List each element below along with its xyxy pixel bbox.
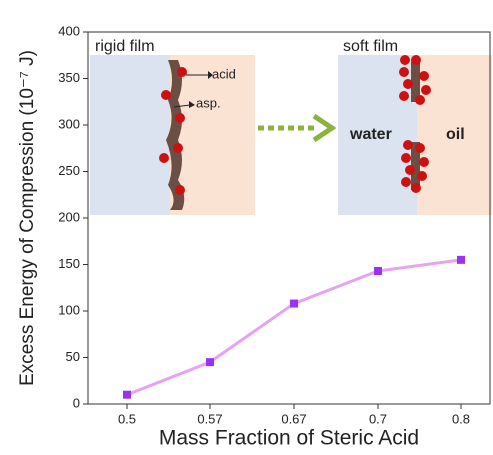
inset-label: water [349,126,392,143]
data-point [374,267,382,275]
y-tick-label: 150 [58,256,80,271]
soft-film-inset: soft film water oil [338,38,492,215]
y-tick-label: 400 [58,23,80,38]
x-tick-label: 0.7 [369,411,387,426]
inset-label: acid [212,66,236,81]
y-tick-label: 200 [58,209,80,224]
inset-label: soft film [343,38,398,55]
y-tick-label: 50 [66,349,80,364]
x-axis-label: Mass Fraction of Steric Acid [159,427,419,450]
y-tick-label: 100 [58,302,80,317]
x-tick-label: 0.57 [197,411,222,426]
inset-label: asp. [196,95,221,110]
y-axis-label: Excess Energy of Compression (10⁻⁷ J) [17,50,38,386]
y-tick-label: 350 [58,70,80,85]
data-line [127,260,461,395]
y-tick-label: 0 [73,395,80,410]
chart: rigid film acid asp. soft film water oil… [0,0,493,455]
data-point [206,358,214,366]
data-point [290,300,298,308]
inset-label: rigid film [95,38,155,55]
x-tick-label: 0.8 [452,411,470,426]
rigid-film-inset: rigid film acid asp. [90,38,255,215]
transition-arrow [258,116,332,140]
y-tick-label: 250 [58,163,80,178]
data-point [123,391,131,399]
y-tick-label: 300 [58,116,80,131]
x-tick-label: 0.67 [281,411,306,426]
inset-label: oil [446,126,465,143]
data-point [457,256,465,264]
x-tick-label: 0.5 [118,411,136,426]
